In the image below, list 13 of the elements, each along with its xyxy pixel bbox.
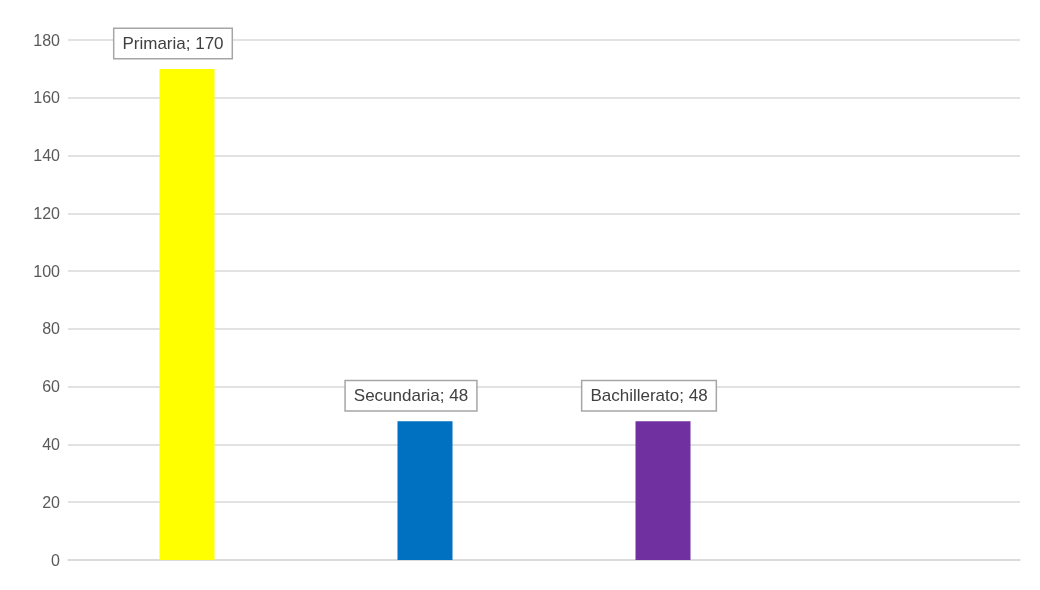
y-tick-label: 40	[42, 435, 61, 453]
y-tick-label: 60	[42, 378, 61, 396]
y-tick-label: 100	[33, 262, 61, 280]
y-tick-label: 80	[42, 320, 61, 338]
y-tick-label: 160	[33, 89, 61, 107]
y-tick-label: 180	[33, 31, 61, 49]
y-tick-label: 140	[33, 147, 61, 165]
data-label: Bachillerato; 48	[590, 386, 708, 406]
y-tick-label: 120	[33, 204, 61, 222]
y-tick-label: 0	[51, 551, 61, 569]
data-label: Primaria; 170	[122, 33, 224, 53]
y-tick-label: 20	[42, 493, 61, 511]
data-label: Secundaria; 48	[353, 386, 469, 406]
